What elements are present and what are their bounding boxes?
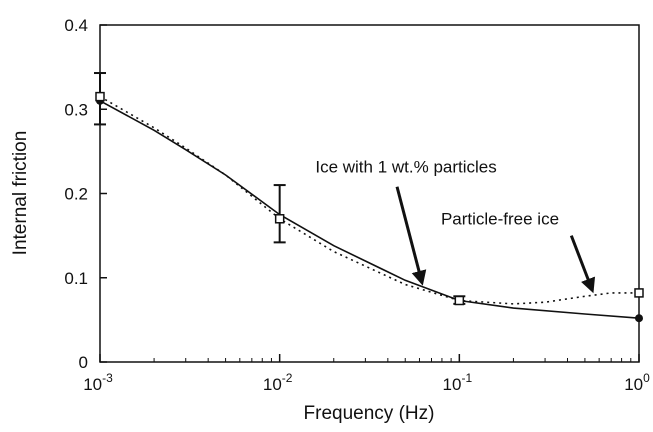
x-axis-ticks: 10-3 10-2 10-1 100: [83, 354, 650, 394]
series-line-1: [99, 100, 640, 319]
x-tick-exponent: -2: [282, 371, 293, 385]
y-tick-label: 0.4: [64, 16, 88, 35]
y-axis-title: Internal friction: [10, 131, 31, 256]
annotation-layer: Ice with 1 wt.% particles Particle-free i…: [315, 157, 596, 294]
annotation-label: Ice with 1 wt.% particles: [315, 157, 496, 176]
data-point-open: [454, 295, 465, 306]
y-tick-label: 0.2: [64, 185, 88, 204]
x-tick-base: 10: [443, 375, 462, 394]
x-tick-label: 10-1: [443, 371, 473, 394]
x-tick-exponent: -3: [102, 371, 113, 385]
data-point-open: [274, 214, 285, 224]
y-tick-label: 0.3: [64, 100, 88, 119]
y-tick-label: 0.1: [64, 269, 88, 288]
x-tick-label: 10-2: [263, 371, 293, 394]
data-point-open: [634, 288, 644, 298]
x-tick-exponent: -1: [461, 371, 472, 385]
series-layer: [94, 72, 644, 323]
data-point-filled: [635, 314, 643, 323]
x-tick-label: 10-3: [83, 371, 113, 394]
x-axis-title: Frequency (Hz): [304, 403, 435, 424]
x-tick-base: 10: [624, 375, 643, 394]
data-point-open: [95, 91, 105, 102]
x-tick-base: 10: [83, 375, 102, 394]
y-tick-label: 0: [79, 353, 88, 372]
x-tick-label: 100: [624, 371, 650, 394]
annotation-label: Particle-free ice: [441, 210, 559, 229]
x-tick-base: 10: [263, 375, 282, 394]
annotation-arrow: [569, 235, 596, 294]
series-line-2: [99, 95, 639, 305]
x-tick-exponent: 0: [643, 371, 650, 385]
y-axis-ticks: 0 0.1 0.2 0.3 0.4: [64, 16, 107, 372]
annotation-arrow: [395, 186, 427, 286]
